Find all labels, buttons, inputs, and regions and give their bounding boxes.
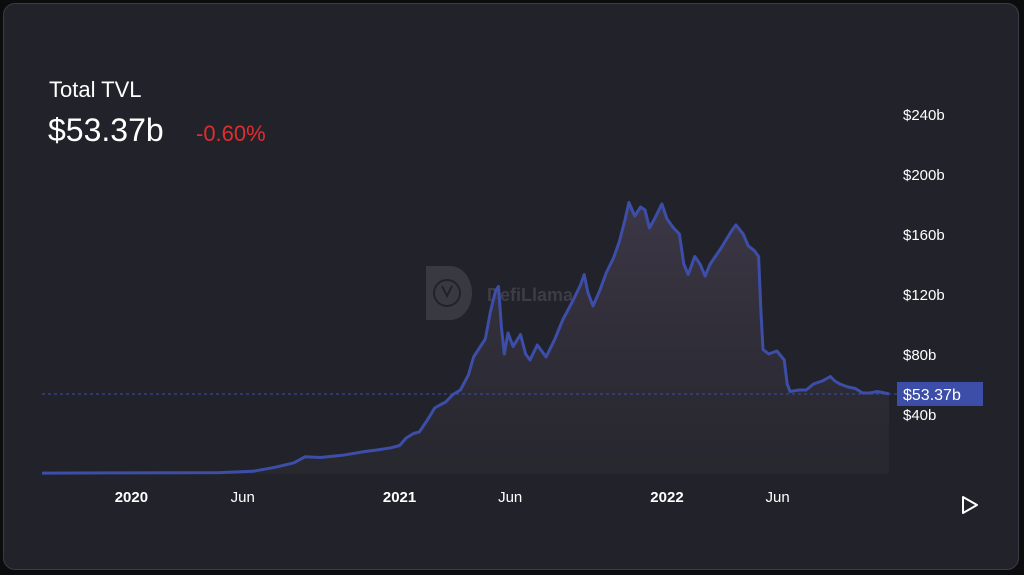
x-tick-label: 2020 <box>115 489 148 506</box>
x-tick-label: Jun <box>766 489 790 506</box>
x-axis: 2020 Jun 2021 Jun 2022 Jun <box>115 489 790 506</box>
x-tick-label: 2021 <box>383 489 416 506</box>
tvl-line <box>41 201 890 475</box>
y-tick-label: $200b <box>903 167 945 184</box>
y-tick-label: $80b <box>903 347 936 364</box>
y-axis: $40b $80b $120b $160b $200b $240b <box>903 107 945 424</box>
watermark-text: DefiLlama <box>487 285 574 305</box>
y-tick-label: $120b <box>903 287 945 304</box>
y-tick-label: $240b <box>903 107 945 124</box>
current-value-label: $53.37b <box>903 387 961 404</box>
x-tick-label: 2022 <box>650 489 683 506</box>
play-button[interactable] <box>957 490 983 520</box>
y-tick-label: $160b <box>903 227 945 244</box>
tvl-change: -0.60% <box>196 121 266 146</box>
chart-title: Total TVL <box>49 77 142 102</box>
play-icon <box>962 496 978 514</box>
tvl-chart-card: Total TVL $53.37b -0.60% DefiLlama $40b $… <box>3 3 1019 570</box>
tvl-value: $53.37b <box>48 112 164 148</box>
x-tick-label: Jun <box>231 489 255 506</box>
tvl-area <box>42 202 889 474</box>
current-value-badge: $53.37b <box>897 381 983 406</box>
x-tick-label: Jun <box>498 489 522 506</box>
y-tick-label: $40b <box>903 407 936 424</box>
watermark: DefiLlama <box>426 266 574 320</box>
llama-logo-icon <box>426 266 472 320</box>
tvl-area-chart[interactable]: DefiLlama $40b $80b $120b $160b $200b $240b 2… <box>4 4 1019 570</box>
